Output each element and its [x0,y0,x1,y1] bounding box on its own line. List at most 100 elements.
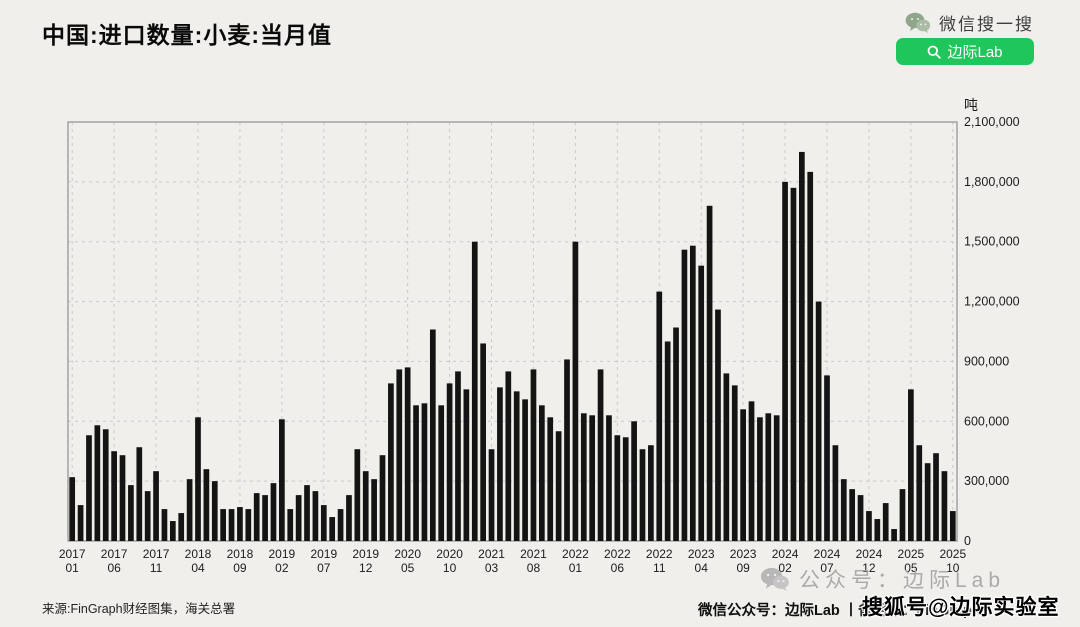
bar [539,405,545,541]
bar [639,449,646,541]
bar [723,373,730,541]
bar [253,493,260,541]
x-tick-month: 02 [275,561,289,575]
x-tick-month: 06 [611,561,625,575]
x-tick-month: 04 [695,561,709,575]
bar [161,509,168,541]
bar [421,403,428,541]
bar [295,495,302,541]
x-tick-year: 2024 [814,547,841,561]
x-tick-year: 2020 [394,547,421,561]
bar [279,419,285,541]
x-tick-month: 10 [946,561,960,575]
bar [790,187,797,541]
bar [706,205,713,542]
bar [840,479,847,541]
bar [648,445,654,541]
bar [530,369,537,541]
x-tick-month: 06 [107,561,121,575]
x-tick-year: 2022 [562,547,589,561]
x-tick-year: 2023 [730,547,757,561]
bar [689,245,696,541]
x-tick-year: 2017 [143,547,170,561]
x-tick-year: 2018 [185,547,212,561]
bar [949,511,956,541]
bar [815,301,822,541]
bar [86,435,92,541]
bar [136,447,143,541]
bar [463,389,470,541]
x-tick-year: 2018 [227,547,254,561]
bar [455,371,461,541]
bar [144,491,151,541]
bar [111,451,117,541]
bar [237,507,243,541]
y-tick-label: 0 [964,534,971,548]
x-tick-month: 04 [191,561,205,575]
search-icon [928,45,942,59]
bar [908,389,914,541]
bar [773,415,780,541]
x-tick-month: 09 [233,561,247,575]
bar [371,479,377,541]
x-tick-month: 11 [150,561,163,575]
x-tick-year: 2017 [59,547,86,561]
bar [304,485,310,541]
bar [547,417,554,541]
bar [874,519,881,541]
footer-account-note: 微信公众号：边际Lab 丨备用号：FinGraph [698,603,981,619]
bar [404,367,411,541]
bar [270,483,277,541]
bar [497,387,503,541]
bar [798,151,805,541]
wechat-logo-gray-icon [760,567,789,591]
bar [849,489,856,541]
x-tick-year: 2019 [269,547,296,561]
y-tick-label: 600,000 [964,414,1009,428]
source-note: 来源:FinGraph财经图集，海关总署 [42,602,236,616]
bar [413,405,419,541]
bar [505,371,512,541]
bar [77,505,84,541]
y-tick-label: 1,200,000 [964,295,1020,309]
bar [245,509,252,541]
bar [346,495,352,541]
bar [740,409,746,541]
bar [228,509,235,541]
x-tick-month: 01 [569,561,583,575]
bar [354,449,361,541]
bar [891,529,897,541]
bar [169,521,176,541]
bar [765,413,772,541]
x-tick-year: 2021 [478,547,505,561]
x-tick-year: 2022 [646,547,673,561]
bar [866,511,872,541]
bar [857,495,864,541]
wechat-watermark-label: 公众号：边际Lab [799,569,1006,592]
wechat-logo-icon [905,12,931,33]
bar [572,241,579,541]
wechat-search-button[interactable]: 边际Lab [896,38,1034,65]
x-tick-month: 03 [485,561,499,575]
y-tick-label: 2,100,000 [964,115,1020,129]
y-tick-label: 900,000 [964,354,1009,368]
bar [94,425,101,541]
bar [555,431,562,541]
bar [589,415,596,541]
x-tick-year: 2024 [772,547,799,561]
bar [933,453,939,541]
x-tick-year: 2025 [898,547,925,561]
y-tick-label: 1,500,000 [964,235,1020,249]
y-axis-unit: 吨 [964,97,978,113]
x-tick-year: 2019 [310,547,337,561]
x-tick-month: 05 [401,561,415,575]
bar [69,477,76,541]
x-tick-month: 07 [820,561,834,575]
bar [396,369,403,541]
bar [195,417,201,541]
page-title: 中国:进口数量:小麦:当月值 [42,22,332,48]
bar [471,241,478,541]
x-tick-month: 07 [317,561,331,575]
x-tick-year: 2020 [436,547,463,561]
